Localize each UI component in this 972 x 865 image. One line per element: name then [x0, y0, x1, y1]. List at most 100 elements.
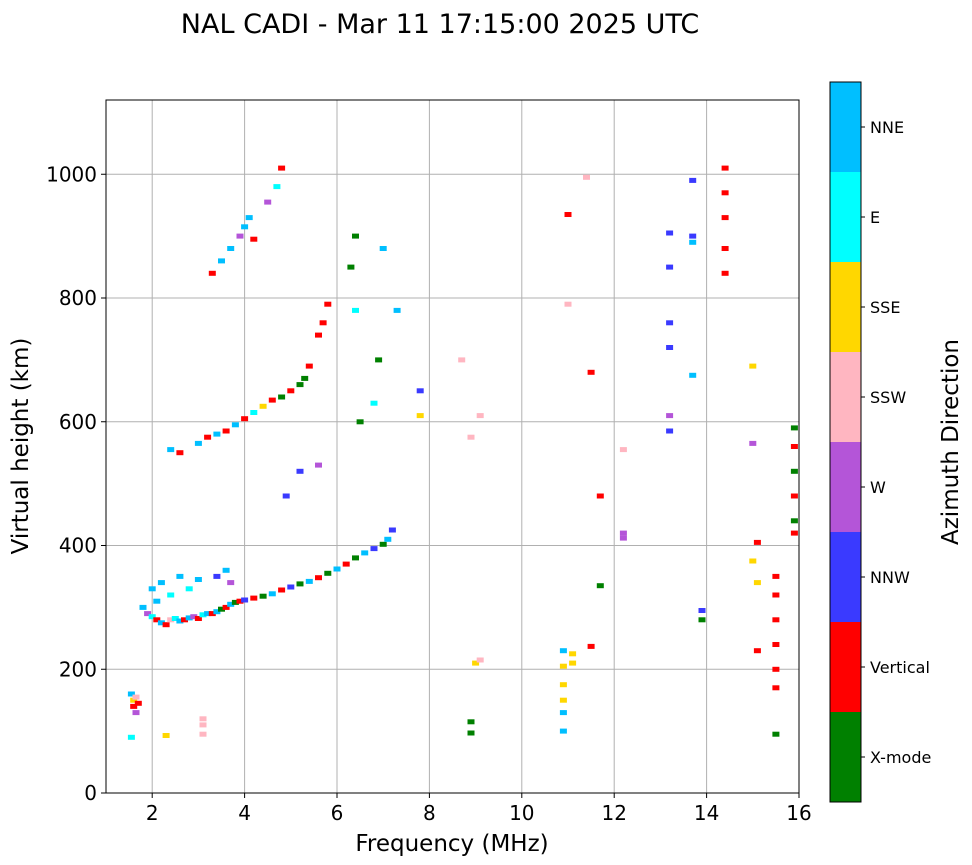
data-point	[250, 236, 258, 242]
data-point	[227, 580, 235, 586]
x-tick-label: 8	[423, 801, 436, 825]
data-point	[222, 567, 230, 573]
data-point	[790, 425, 798, 431]
data-point	[162, 622, 170, 628]
data-point	[176, 618, 184, 624]
colorbar-swatch	[830, 622, 861, 712]
data-point	[139, 604, 147, 610]
data-point	[352, 307, 359, 313]
data-point	[790, 468, 798, 474]
data-point	[666, 230, 674, 236]
data-point	[749, 363, 757, 369]
data-point	[227, 601, 235, 607]
data-point	[130, 703, 138, 709]
data-point	[227, 246, 235, 251]
data-point	[153, 598, 161, 604]
data-point	[208, 270, 216, 276]
data-point	[753, 539, 761, 545]
data-point	[264, 199, 272, 205]
data-point	[268, 591, 276, 597]
y-tick-label: 800	[59, 286, 97, 310]
data-point	[278, 165, 286, 171]
series-spread-and-interference	[282, 174, 627, 736]
data-point	[236, 233, 244, 239]
data-point	[393, 307, 401, 313]
data-point	[213, 609, 221, 615]
data-point	[194, 577, 202, 582]
data-point	[476, 413, 484, 419]
data-point	[749, 440, 757, 446]
data-point	[199, 731, 207, 737]
y-tick-label: 400	[59, 534, 97, 558]
data-point	[352, 233, 359, 239]
data-point	[583, 174, 590, 180]
data-point	[666, 264, 674, 270]
data-point	[231, 599, 239, 605]
data-point	[157, 620, 165, 626]
data-point	[296, 468, 304, 474]
data-point	[698, 608, 706, 613]
data-point	[231, 422, 239, 428]
data-point	[167, 592, 175, 598]
data-point	[167, 447, 175, 453]
data-point	[259, 403, 267, 409]
data-point	[689, 177, 697, 183]
data-point	[130, 697, 138, 703]
data-point	[689, 233, 697, 239]
data-point	[199, 722, 207, 728]
data-point	[282, 493, 290, 499]
series-third-hop	[208, 165, 286, 276]
data-point	[458, 357, 466, 363]
data-point	[596, 493, 604, 499]
data-point	[790, 518, 798, 524]
data-point	[472, 660, 480, 666]
data-point	[772, 666, 780, 672]
plot-background	[106, 100, 799, 793]
x-tick-label: 10	[509, 801, 534, 825]
data-point	[208, 611, 216, 617]
data-point	[213, 573, 221, 579]
data-point	[753, 580, 761, 586]
data-point	[185, 586, 193, 592]
x-tick-label: 14	[694, 801, 719, 825]
data-point	[241, 416, 249, 422]
data-point	[218, 606, 225, 612]
data-point	[721, 246, 729, 251]
data-point	[559, 648, 567, 654]
data-point	[559, 682, 567, 688]
data-point	[698, 617, 706, 623]
data-point	[587, 643, 595, 649]
data-point	[245, 215, 253, 221]
data-point	[241, 597, 249, 603]
data-point	[132, 710, 140, 716]
data-point	[666, 345, 674, 350]
colorbar-tick-label: SSW	[870, 388, 906, 407]
data-point	[559, 697, 567, 703]
colorbar-swatch	[830, 262, 861, 352]
data-point	[790, 444, 798, 449]
colorbar-tick-label: Vertical	[870, 658, 930, 677]
data-point	[301, 375, 309, 381]
x-axis-label: Frequency (MHz)	[355, 831, 548, 857]
data-point	[416, 388, 424, 394]
data-point	[287, 584, 295, 590]
data-point	[772, 617, 780, 623]
data-point	[204, 434, 212, 440]
data-point	[361, 550, 369, 556]
data-point	[569, 660, 577, 666]
data-point	[218, 258, 225, 264]
data-point	[559, 663, 567, 669]
data-point	[559, 728, 567, 734]
x-tick-label: 6	[331, 801, 344, 825]
series-second-hop	[167, 301, 332, 456]
data-point	[148, 586, 156, 592]
data-point	[324, 570, 332, 576]
data-point	[190, 614, 198, 620]
data-point	[319, 320, 327, 326]
data-point	[749, 558, 757, 564]
x-axis-ticks: 2 4 6 8 10 12 14 16	[146, 793, 812, 825]
data-point	[153, 617, 161, 623]
data-point	[772, 592, 780, 598]
colorbar-tick-label: SSE	[870, 298, 900, 317]
data-point	[199, 716, 207, 722]
